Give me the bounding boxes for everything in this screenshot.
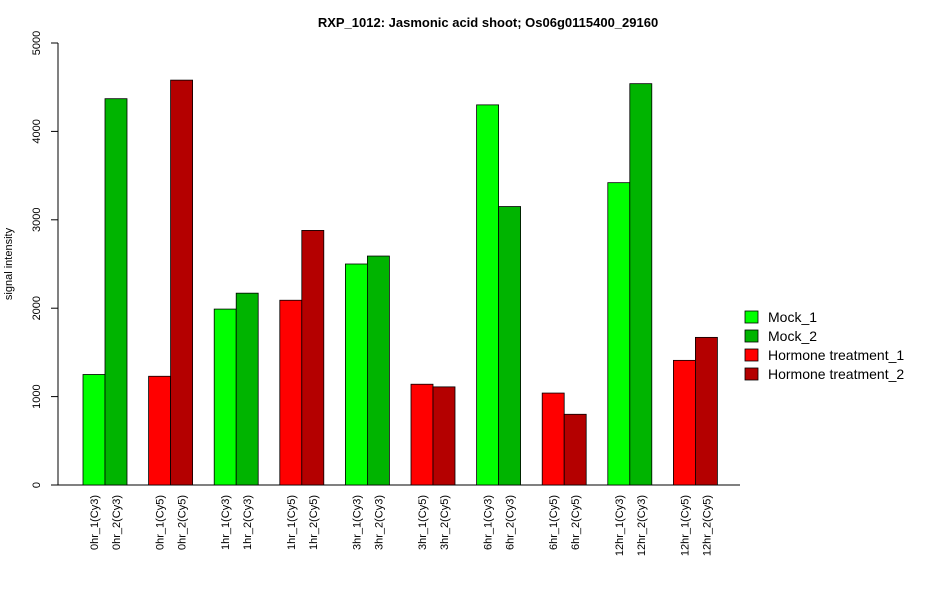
- legend-label-Hormone treatment_2: Hormone treatment_2: [768, 366, 904, 382]
- legend-label-Mock_1: Mock_1: [768, 309, 817, 325]
- bar-6hr_2(Cy3): [498, 206, 522, 486]
- x-tick-label: 12hr_2(Cy5): [701, 495, 713, 556]
- legend-swatch-Mock_2: [744, 329, 759, 343]
- x-tick-label: 0hr_2(Cy3): [111, 495, 123, 550]
- legend-swatch-Hormone treatment_1: [744, 348, 759, 362]
- x-tick-label: 12hr_2(Cy3): [636, 495, 648, 556]
- bar-0hr_2(Cy3): [104, 98, 128, 486]
- x-tick-label: 1hr_1(Cy3): [220, 495, 232, 550]
- x-tick-label: 6hr_2(Cy3): [505, 495, 517, 550]
- bar-6hr_2(Cy5): [563, 413, 587, 486]
- bar-1hr_2(Cy3): [235, 292, 259, 486]
- legend-label-Mock_2: Mock_2: [768, 328, 817, 344]
- bar-0hr_1(Cy3): [82, 374, 106, 486]
- x-tick-label: 1hr_2(Cy3): [242, 495, 254, 550]
- bar-12hr_1(Cy5): [673, 359, 696, 486]
- y-axis-label: signal intensity: [3, 227, 15, 300]
- y-tick-label: 5000: [31, 31, 43, 55]
- x-tick-label: 6hr_1(Cy3): [483, 495, 495, 550]
- bar-3hr_2(Cy3): [366, 255, 390, 486]
- y-tick-label: 0: [31, 482, 43, 488]
- bar-1hr_2(Cy5): [301, 230, 325, 486]
- bar-3hr_2(Cy5): [432, 386, 456, 486]
- x-tick-label: 6hr_1(Cy5): [548, 495, 560, 550]
- bar-6hr_1(Cy3): [476, 104, 500, 486]
- bar-6hr_1(Cy5): [541, 392, 565, 486]
- x-tick-label: 0hr_2(Cy5): [177, 495, 189, 550]
- x-tick-label: 3hr_2(Cy5): [439, 495, 451, 550]
- bar-12hr_2(Cy5): [695, 336, 718, 486]
- y-tick-label: 1000: [31, 384, 43, 408]
- bar-12hr_1(Cy3): [607, 182, 631, 486]
- bar-1hr_1(Cy5): [279, 299, 303, 486]
- x-tick-label: 3hr_1(Cy5): [417, 495, 429, 550]
- legend-label-Hormone treatment_1: Hormone treatment_1: [768, 347, 904, 363]
- legend-swatch-Hormone treatment_2: [744, 367, 759, 381]
- x-tick-label: 3hr_1(Cy3): [351, 495, 363, 550]
- bar-3hr_1(Cy3): [344, 263, 368, 486]
- bar-12hr_2(Cy3): [629, 83, 653, 486]
- legend: Mock_1 Mock_2 Hormone treatment_1 Hormone t…: [744, 309, 904, 382]
- x-tick-label: 1hr_2(Cy5): [308, 495, 320, 550]
- bar-1hr_1(Cy3): [213, 308, 237, 486]
- bar-3hr_1(Cy5): [410, 383, 434, 486]
- bar-0hr_2(Cy5): [170, 79, 194, 486]
- x-tick-label: 12hr_1(Cy3): [614, 495, 626, 556]
- y-tick-label: 4000: [31, 119, 43, 143]
- plot-area: 0 1000 2000 3000 4000 5000 0hr_1(Cy3) 0hr_2(Cy3…: [31, 31, 740, 556]
- x-tick-label: 1hr_1(Cy5): [286, 495, 298, 550]
- y-tick-label: 2000: [31, 296, 43, 320]
- legend-swatch-Mock_1: [744, 310, 759, 324]
- x-tick-label: 0hr_1(Cy3): [89, 495, 101, 550]
- x-tick-label: 3hr_2(Cy3): [373, 495, 385, 550]
- x-tick-label: 12hr_1(Cy5): [679, 495, 691, 556]
- x-tick-label: 6hr_2(Cy5): [570, 495, 582, 550]
- chart-title: RXP_1012: Jasmonic acid shoot; Os06g0115…: [318, 15, 658, 30]
- x-tick-label: 0hr_1(Cy5): [155, 495, 167, 550]
- y-tick-label: 3000: [31, 208, 43, 232]
- bar-0hr_1(Cy5): [148, 375, 172, 486]
